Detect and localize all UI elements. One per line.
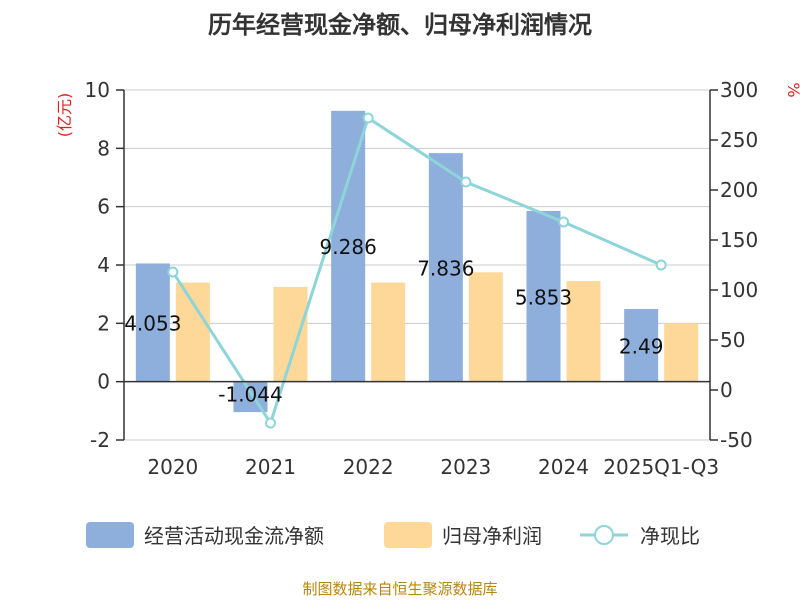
right-axis-unit: %: [784, 82, 800, 97]
profit-bar-2022: [371, 282, 406, 382]
x-tick-label-2022: 2022: [343, 455, 394, 479]
ratio-point-2024: [558, 216, 569, 228]
bars: [135, 110, 699, 413]
right-tick-label-4: 150: [720, 228, 758, 252]
data-label-2021: -1.044: [218, 383, 282, 407]
legend-label-cashflow: 经营活动现金流净额: [144, 524, 324, 548]
right-tick-label-1: 0: [720, 378, 733, 402]
profit-bar-2023: [468, 272, 503, 382]
legend-swatch-cashflow: [86, 522, 134, 548]
right-tick-label-0: -50: [720, 428, 753, 452]
legend-swatch-profit: [384, 522, 432, 548]
data-label-2024: 5.853: [515, 285, 572, 309]
cashflow-bar-2025Q1-Q3: [624, 309, 659, 382]
left-tick-label-1: 0: [97, 370, 110, 394]
left-tick-label-0: -2: [90, 428, 110, 452]
axes: -2 0 2 4 6 8 10 -50 0 50 100 150 200 250 300 2020 2021 20…: [85, 78, 759, 479]
data-label-2025Q1-Q3: 2.49: [619, 334, 664, 358]
profit-bar-2025Q1-Q3: [664, 323, 699, 382]
ratio-point-2021: [265, 417, 276, 429]
x-tick-label-2021: 2021: [245, 455, 296, 479]
left-tick-label-3: 4: [97, 253, 110, 277]
data-source: 制图数据来自恒生聚源数据库: [302, 580, 497, 598]
legend-label-ratio: 净现比: [640, 524, 700, 548]
right-tick-label-6: 250: [720, 128, 758, 152]
ratio-point-2025Q1-Q3: [655, 259, 667, 271]
profit-bar-2024: [566, 281, 601, 382]
cashflow-bar-2024: [526, 210, 561, 382]
x-tick-label-2025Q1-Q3: 2025Q1-Q3: [603, 455, 719, 479]
legend-item-cashflow[interactable]: 经营活动现金流净额: [86, 522, 324, 548]
right-tick-label-2: 50: [720, 328, 745, 352]
data-labels: 4.053 -1.044 9.286 7.836 5.853 2.49: [124, 235, 663, 406]
data-label-2022: 9.286: [320, 235, 377, 259]
data-label-2020: 4.053: [124, 312, 181, 336]
ratio-line-series: [167, 112, 667, 429]
profit-bar-2021: [273, 286, 308, 382]
right-tick-label-5: 200: [720, 178, 758, 202]
ratio-point-2020: [167, 266, 179, 278]
profit-bar-2020: [175, 282, 210, 382]
left-axis-unit: (亿元): [55, 93, 74, 138]
legend-label-profit: 归母净利润: [442, 524, 542, 548]
right-tick-label-7: 300: [720, 78, 758, 102]
ratio-point-2023: [460, 176, 472, 188]
ratio-line: [171, 115, 662, 427]
cashflow-bar-2022: [331, 110, 366, 382]
legend-item-ratio[interactable]: 净现比: [580, 524, 700, 548]
data-label-2023: 7.836: [417, 256, 474, 280]
cashflow-bar-2023: [428, 153, 463, 382]
x-tick-label-2024: 2024: [538, 455, 589, 479]
left-tick-label-5: 8: [97, 136, 110, 160]
left-tick-label-2: 2: [97, 311, 110, 335]
x-tick-label-2023: 2023: [440, 455, 491, 479]
legend-marker-ratio: [594, 525, 614, 545]
x-tick-label-2020: 2020: [147, 455, 198, 479]
legend-item-profit[interactable]: 归母净利润: [384, 522, 542, 548]
chart-title: 历年经营现金净额、归母净利润情况: [208, 11, 592, 39]
legend: 经营活动现金流净额 归母净利润 净现比: [86, 522, 700, 548]
left-tick-label-4: 6: [97, 195, 110, 219]
right-tick-label-3: 100: [720, 278, 758, 302]
left-tick-label-6: 10: [85, 78, 110, 102]
ratio-point-2022: [362, 112, 374, 124]
cashflow-bar-2020: [135, 263, 170, 382]
